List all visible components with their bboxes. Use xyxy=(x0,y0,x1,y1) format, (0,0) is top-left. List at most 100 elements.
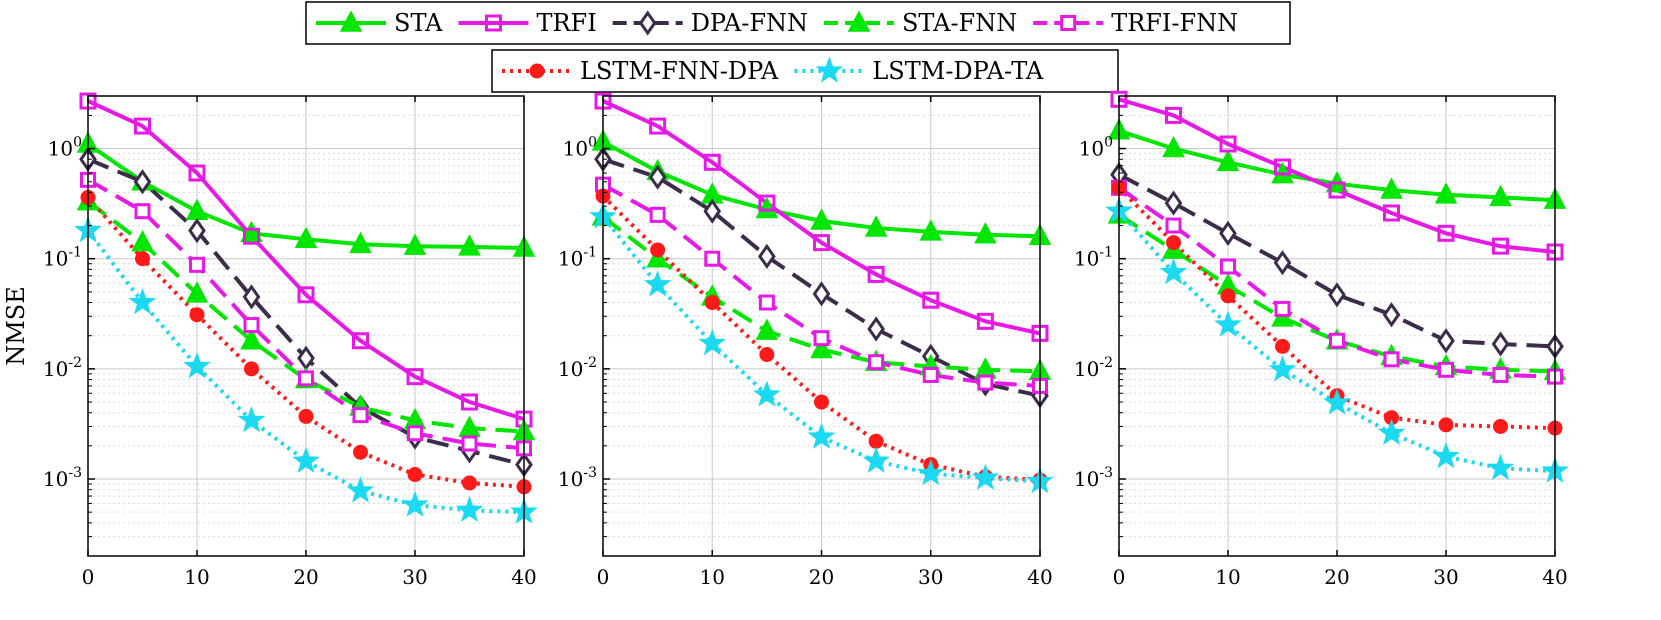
data-point-lstm-dpa-ta xyxy=(455,495,484,523)
series-line-trfi xyxy=(602,99,1041,336)
x-tick-label: 10 xyxy=(184,565,209,589)
y-tick-label: 10-1 xyxy=(558,245,597,271)
grid xyxy=(603,95,1040,557)
data-point-sta xyxy=(1434,182,1458,204)
x-tick-label: 40 xyxy=(511,565,536,589)
data-point-sta xyxy=(755,196,779,219)
series-line-lstm-dpa-ta xyxy=(1117,209,1556,474)
x-tick-label: 20 xyxy=(1324,565,1349,589)
data-point-sta-fnn xyxy=(240,328,263,350)
legend-label-sta-fnn: STA-FNN xyxy=(902,9,1017,37)
data-point-sta xyxy=(1162,135,1185,158)
y-axis: 10-3 10-2 10-1 100 xyxy=(1074,95,1126,557)
y-tick-label: 10-1 xyxy=(43,245,82,271)
data-point-lstm-fnn-dpa xyxy=(462,475,477,491)
y-tick-label: 100 xyxy=(48,135,82,161)
x-tick-label: 20 xyxy=(809,565,834,589)
data-point-trfi xyxy=(703,153,721,171)
data-point-lstm-fnn-dpa xyxy=(298,408,314,424)
y-tick-label: 10-3 xyxy=(558,465,597,491)
data-point-dpa-fnn xyxy=(1382,302,1401,328)
data-point-dpa-fnn xyxy=(1273,250,1292,276)
x-tick-label: 20 xyxy=(293,565,318,589)
data-point-dpa-fnn xyxy=(1437,328,1455,354)
legend-marker-lstm-dpa-ta xyxy=(815,56,844,83)
data-point-trfi-fnn xyxy=(1492,366,1509,383)
series-markers-lstm-fnn-dpa xyxy=(80,189,532,495)
data-point-sta-fnn xyxy=(185,281,209,303)
data-point-trfi-fnn xyxy=(868,354,885,371)
series-markers-dpa-fnn xyxy=(1110,161,1564,359)
data-point-sta-fnn xyxy=(810,336,833,359)
data-point-lstm-dpa-ta xyxy=(401,490,429,517)
series-layer xyxy=(589,92,1054,494)
data-point-lstm-dpa-ta xyxy=(183,352,211,379)
data-point-lstm-fnn-dpa xyxy=(814,394,829,410)
data-point-trfi xyxy=(922,291,940,309)
data-point-sta xyxy=(294,226,318,249)
series-markers-trfi-fnn xyxy=(80,171,532,457)
data-point-trfi xyxy=(243,227,260,245)
data-point-lstm-dpa-ta xyxy=(1159,258,1188,285)
data-point-trfi xyxy=(461,393,478,411)
grid xyxy=(88,95,524,557)
data-point-trfi xyxy=(758,194,776,212)
data-point-trfi-fnn xyxy=(1329,332,1345,349)
y-axis-label: NMSE xyxy=(2,286,30,366)
data-point-trfi xyxy=(1219,135,1237,153)
series-line-sta-fnn xyxy=(1117,213,1556,374)
x-tick-label: 10 xyxy=(700,565,725,589)
data-point-dpa-fnn xyxy=(1164,190,1183,216)
legend-label-lstm-fnn-dpa: LSTM-FNN-DPA xyxy=(580,57,779,85)
series-line-sta-fnn xyxy=(86,200,525,434)
data-point-lstm-dpa-ta xyxy=(916,459,945,486)
data-point-lstm-fnn-dpa xyxy=(868,433,884,449)
data-point-trfi-fnn xyxy=(977,374,994,391)
data-point-lstm-fnn-dpa xyxy=(650,242,666,258)
data-point-lstm-fnn-dpa xyxy=(407,466,423,482)
x-tick-label: 0 xyxy=(82,565,95,589)
legend-row: STA TRFI DPA-FNN STA-FNN TRFI-FNN xyxy=(305,1,1291,45)
data-point-trfi-fnn xyxy=(352,407,369,424)
data-point-dpa-fnn xyxy=(133,169,152,195)
data-point-trfi-fnn xyxy=(407,425,423,442)
x-tick-label: 0 xyxy=(1113,565,1126,589)
data-point-trfi xyxy=(813,234,830,252)
x-tick-label: 30 xyxy=(918,565,943,589)
data-point-sta xyxy=(403,233,427,255)
x-tick-label: 30 xyxy=(402,565,427,589)
series-layer xyxy=(74,92,538,524)
data-point-lstm-fnn-dpa xyxy=(1275,338,1290,354)
data-point-lstm-dpa-ta xyxy=(237,406,266,433)
data-point-lstm-fnn-dpa xyxy=(353,444,368,460)
data-point-lstm-fnn-dpa xyxy=(189,307,205,323)
legend-label-sta: STA xyxy=(394,9,443,37)
data-point-trfi-fnn xyxy=(1383,351,1400,368)
legend-marker-trfi-fnn xyxy=(1060,15,1077,31)
legend-label-dpa-fnn: DPA-FNN xyxy=(691,9,808,37)
data-point-trfi-fnn xyxy=(649,206,666,223)
data-point-trfi-fnn xyxy=(813,330,830,347)
data-point-lstm-dpa-ta xyxy=(862,446,890,474)
data-point-trfi-fnn xyxy=(758,294,775,311)
x-tick-label: 40 xyxy=(1027,565,1052,589)
data-point-lstm-dpa-ta xyxy=(1323,388,1351,415)
legend-marker-dpa-fnn xyxy=(638,10,657,36)
data-point-sta xyxy=(1489,184,1512,207)
data-point-lstm-dpa-ta xyxy=(1432,442,1460,469)
data-point-trfi xyxy=(1165,106,1182,124)
x-tick-label: 10 xyxy=(1215,565,1240,589)
data-point-lstm-fnn-dpa xyxy=(135,251,150,267)
series-layer xyxy=(1105,90,1569,483)
data-point-dpa-fnn xyxy=(1491,331,1510,357)
data-point-dpa-fnn xyxy=(1328,282,1346,308)
legend: STA TRFI DPA-FNN STA-FNN TRFI-FNN LSTM-FNN-DP… xyxy=(305,1,1291,93)
data-point-trfi xyxy=(1492,237,1509,255)
data-point-trfi-fnn xyxy=(134,203,151,220)
data-point-dpa-fnn xyxy=(867,316,885,342)
data-point-trfi-fnn xyxy=(1438,361,1454,378)
legend-label-trfi-fnn: TRFI-FNN xyxy=(1111,9,1238,37)
data-point-sta xyxy=(349,231,372,254)
y-tick-label: 10-3 xyxy=(1074,465,1113,491)
